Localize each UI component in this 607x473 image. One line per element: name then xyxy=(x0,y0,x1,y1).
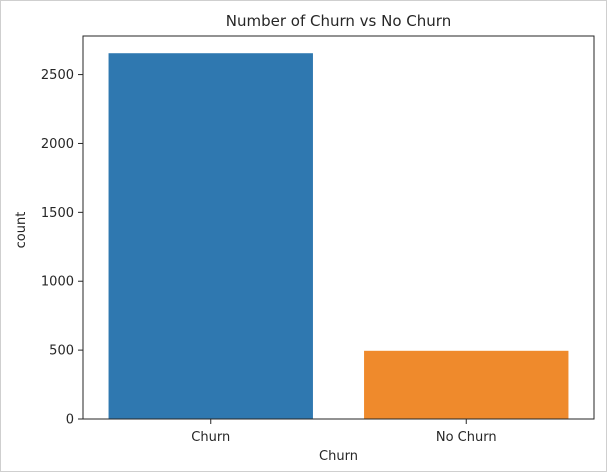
y-tick-label: 500 xyxy=(49,344,74,359)
axes-layer: Churn No Churn 0 500 1000 1500 2000 2500 xyxy=(41,35,595,445)
plot-frame xyxy=(82,35,595,420)
x-tick-label: Churn xyxy=(191,430,230,445)
bar-churn xyxy=(108,53,313,419)
y-tick-label: 2000 xyxy=(41,137,74,152)
y-axis-label: count xyxy=(14,212,29,249)
chart-title: Number of Churn vs No Churn xyxy=(226,12,451,30)
bars-layer xyxy=(108,53,569,419)
y-tick-label: 2500 xyxy=(41,68,74,83)
bar-no-churn xyxy=(364,350,569,419)
y-tick-label: 1500 xyxy=(41,206,74,221)
x-axis-label: Churn xyxy=(319,449,358,464)
y-tick-label: 1000 xyxy=(41,275,74,290)
y-tick-label: 0 xyxy=(66,413,74,428)
x-tick-label: No Churn xyxy=(436,430,497,445)
